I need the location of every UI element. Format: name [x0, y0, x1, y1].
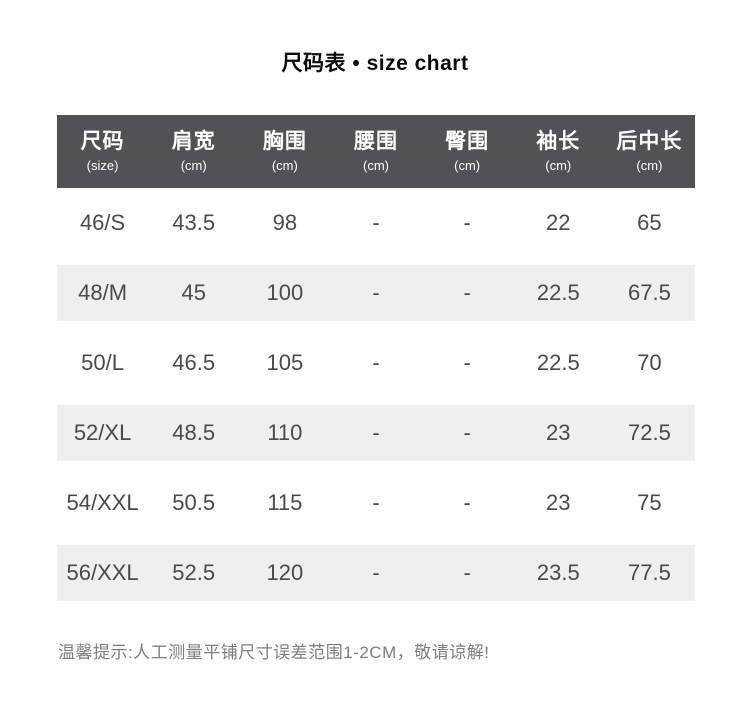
table-cell: - — [372, 210, 380, 235]
column-unit: (cm) — [271, 157, 298, 173]
table-cell: 22.5 — [536, 280, 580, 305]
table-cell: 23 — [546, 490, 571, 515]
table-cell: 75 — [637, 490, 662, 515]
column-label: 胸围 — [262, 130, 307, 154]
column-unit: (cm) — [362, 157, 389, 173]
table-cell: 22 — [546, 210, 571, 235]
column-header-shoulder: 肩宽 (cm) — [148, 115, 239, 188]
table-header-row: 尺码 (size) 肩宽 (cm) 胸围 (cm) 腰围 (cm) 臀围 (cm… — [57, 115, 695, 188]
column-unit: (size) — [86, 157, 119, 173]
table-cell: - — [463, 280, 471, 305]
table-cell: 48/M — [78, 280, 128, 305]
column-header-waist: 腰围 (cm) — [330, 115, 421, 188]
table-cell: - — [372, 350, 380, 375]
measurement-tolerance-note: 温馨提示:人工测量平铺尺寸误差范围1-2CM，敬请谅解! — [58, 643, 490, 662]
table-cell: 48.5 — [172, 420, 216, 445]
table-cell: 77.5 — [628, 560, 671, 585]
table-cell: 115 — [267, 490, 303, 515]
column-header-size: 尺码 (size) — [57, 115, 148, 188]
column-label: 肩宽 — [171, 130, 216, 154]
table-cell: 50.5 — [172, 490, 216, 515]
table-cell: - — [463, 490, 471, 515]
table-cell: 98 — [272, 210, 298, 235]
column-unit: (cm) — [636, 157, 663, 173]
table-cell: 23.5 — [536, 560, 580, 585]
table-row: 56/XXL 52.5 120 - - 23.5 77.5 — [57, 538, 695, 608]
column-header-sleeve: 袖长 (cm) — [513, 115, 604, 188]
column-header-hip: 臀围 (cm) — [422, 115, 513, 188]
table-cell: - — [372, 490, 380, 515]
table-cell: 50/L — [81, 350, 124, 375]
table-row: 48/M 45 100 - - 22.5 67.5 — [57, 258, 695, 328]
column-unit: (cm) — [180, 157, 207, 173]
table-cell: 23 — [546, 420, 571, 445]
table-cell: 46.5 — [172, 350, 216, 375]
table-cell: 105 — [266, 350, 304, 375]
table-cell: - — [463, 560, 471, 585]
column-label: 尺码 — [80, 130, 125, 154]
table-cell: - — [372, 280, 380, 305]
table-cell: - — [463, 350, 471, 375]
table-cell: 43.5 — [172, 210, 216, 235]
size-chart-table: 尺码 (size) 肩宽 (cm) 胸围 (cm) 腰围 (cm) 臀围 (cm… — [57, 115, 695, 608]
table-cell: 110 — [267, 420, 303, 445]
table-cell: 56/XXL — [66, 560, 139, 585]
table-cell: - — [463, 210, 471, 235]
column-label: 臀围 — [445, 130, 490, 154]
table-cell: 52.5 — [172, 560, 216, 585]
table-cell: 22.5 — [536, 350, 580, 375]
table-cell: 65 — [637, 210, 662, 235]
page-title: 尺码表 • size chart — [281, 52, 469, 75]
table-cell: 72.5 — [628, 420, 671, 445]
table-row: 52/XL 48.5 110 - - 23 72.5 — [57, 398, 695, 468]
table-row: 54/XXL 50.5 115 - - 23 75 — [57, 468, 695, 538]
table-cell: 70 — [637, 350, 662, 375]
table-row: 46/S 43.5 98 - - 22 65 — [57, 188, 695, 258]
table-cell: - — [372, 560, 380, 585]
column-label: 后中长 — [616, 130, 683, 154]
table-cell: - — [372, 420, 380, 445]
table-row: 50/L 46.5 105 - - 22.5 70 — [57, 328, 695, 398]
column-unit: (cm) — [454, 157, 481, 173]
table-cell: 120 — [266, 560, 304, 585]
column-label: 袖长 — [536, 130, 581, 154]
column-label: 腰围 — [353, 130, 398, 154]
column-header-bust: 胸围 (cm) — [239, 115, 330, 188]
table-cell: 67.5 — [628, 280, 671, 305]
table-cell: 46/S — [79, 210, 126, 235]
column-header-back-length: 后中长 (cm) — [604, 115, 695, 188]
table-cell: 54/XXL — [66, 490, 139, 515]
column-unit: (cm) — [545, 157, 572, 173]
table-cell: - — [463, 420, 471, 445]
table-cell: 45 — [181, 280, 206, 305]
table-cell: 52/XL — [73, 420, 132, 445]
table-cell: 100 — [266, 280, 304, 305]
